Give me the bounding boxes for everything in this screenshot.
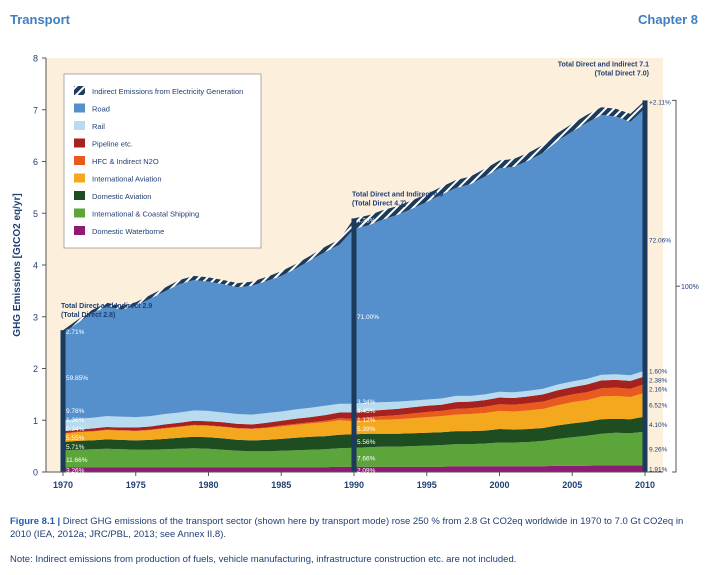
legend-swatch [74,138,85,148]
legend-label: Domestic Aviation [92,192,151,201]
direct-total-label-1970: (Total Direct 2.8) [61,312,115,319]
percent-label: 0.34% [66,426,85,433]
legend-swatch [74,156,85,165]
legend-swatch [74,103,85,113]
legend-swatch [74,86,85,95]
percent-label: 5.55% [66,435,85,442]
total-label-1970: Total Direct and Indirect 2.9 [61,303,152,310]
legend-swatch [74,226,85,235]
percent-label: 9.26% [649,446,668,453]
legend-box [63,73,262,249]
legend-label: International Aviation [92,175,162,184]
legend-swatch [74,121,85,130]
year-markers [60,100,648,472]
percent-labels: Total Direct and Indirect 2.9 (Total Dire… [61,61,699,474]
y-tick-label: 6 [33,157,38,167]
percent-label: 3.34% [357,399,376,406]
percent-label: 6.52% [649,403,668,410]
direct-total-label-2010: (Total Direct 7.0) [595,70,649,77]
x-tick-label: 1970 [53,480,73,490]
section-title: Transport [10,12,70,27]
figure-text: Direct GHG emissions of the transport se… [10,516,684,540]
x-tick-label: 2005 [562,480,582,490]
area-pipeline-etc- [63,376,645,434]
total-label-1990: Total Direct and Indirect 4.9 [352,191,443,198]
legend-swatch [74,208,85,218]
percent-label: 2.38% [649,377,668,384]
legend-label: Domestic Waterborne [92,227,164,236]
figure-note: Note: Indirect emissions from production… [10,554,517,565]
year-marker-2010 [642,100,648,472]
percent-label: 9.78% [66,408,85,415]
legend: Indirect Emissions from Electricity Gene… [63,73,262,249]
percent-label: 1.12% [357,417,376,424]
x-tick-label: 1980 [198,480,218,490]
legend-label: Road [92,105,110,114]
percent-label: 11.66% [66,457,88,464]
axes: 0 1 2 3 4 5 6 7 8 1970 1975 1980 1985 1990 1995 2000 200… [33,54,663,490]
percent-label: 1.91% [649,467,668,474]
year-marker-1990 [351,218,357,472]
percent-label: 5.71% [66,444,85,451]
percent-label: 3.45% [357,408,376,415]
y-tick-label: 8 [33,54,38,64]
percent-label: 4.10% [649,422,668,429]
x-tick-label: 1985 [271,480,291,490]
y-tick-label: 0 [33,468,38,478]
percent-label: 72.06% [649,237,671,244]
legend-label: International & Coastal Shipping [92,210,199,219]
y-tick-label: 5 [33,209,38,219]
percent-label: 5.56% [357,439,376,446]
y-tick-label: 1 [33,416,38,426]
year-marker-1970 [60,330,66,472]
area-international-aviation [63,392,645,442]
y-tick-label: 3 [33,312,38,322]
y-tick-label: 7 [33,105,38,115]
area-domestic-aviation [63,416,645,452]
emissions-chart: 0 1 2 3 4 5 6 7 8 1970 1975 1980 1985 1990 1995 2000 200… [12,54,699,491]
legend-swatch [74,173,85,183]
x-tick-label: 1990 [344,480,364,490]
percent-label: 7.66% [357,455,376,462]
legend-label: Rail [92,122,105,131]
total-label-2010: Total Direct and Indirect 7.1 [558,61,649,68]
bracket-label: 100% [681,284,699,291]
legend-swatch [74,191,85,200]
y-tick-label: 4 [33,261,38,271]
percent-label: 59.85% [66,375,88,382]
y-tick-label: 2 [33,364,38,374]
x-tick-label: 1995 [417,480,437,490]
figure-label: Figure 8.1 | [10,516,61,527]
percent-label: 3.26% [66,468,85,475]
percent-label: 1.36% [66,417,85,424]
area-rail [63,370,645,432]
total-bracket [672,99,677,473]
percent-label: +2.11% [649,99,671,106]
percent-label: 2.09% [357,467,376,474]
percent-label: 2.16% [649,386,668,393]
chapter-label: Chapter 8 [638,12,698,27]
x-tick-label: 1975 [126,480,146,490]
legend-label: Pipeline etc. [92,140,133,149]
area-hfc-indirect-n2o [63,384,645,434]
x-tick-label: 2000 [489,480,509,490]
figure-caption: Figure 8.1 | Direct GHG emissions of the… [10,515,700,541]
percent-label: 5.39% [357,426,376,433]
legend-label: HFC & Indirect N2O [92,157,159,166]
direct-total-label-1990: (Total Direct 4.7) [352,200,406,207]
percent-label: 1.60% [649,368,668,375]
legend-label: Indirect Emissions from Electricity Gene… [92,87,243,96]
percent-label: 2.71% [66,329,85,336]
percent-label: 4.33% [357,217,376,224]
percent-label: 71.00% [357,314,379,321]
y-axis-label: GHG Emissions [GtCO2 eq/yr] [12,193,23,336]
x-tick-label: 2010 [635,480,655,490]
